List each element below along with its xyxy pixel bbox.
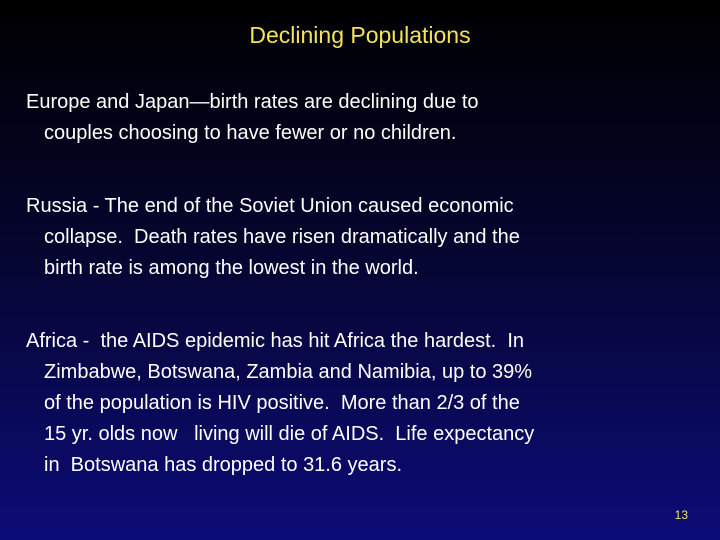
paragraph: Europe and Japan—birth rates are declini…	[26, 87, 706, 149]
text-line: Russia - The end of the Soviet Union cau…	[26, 195, 514, 217]
paragraph: Africa - the AIDS epidemic has hit Afric…	[26, 326, 706, 481]
text-line: in Botswana has dropped to 31.6 years.	[44, 454, 403, 476]
text-line: Zimbabwe, Botswana, Zambia and Namibia, …	[44, 361, 533, 383]
text-line: collapse. Death rates have risen dramati…	[44, 226, 520, 248]
text-line: couples choosing to have fewer or no chi…	[44, 122, 457, 144]
text-line: Africa - the AIDS epidemic has hit Afric…	[26, 330, 525, 352]
text-line: birth rate is among the lowest in the wo…	[44, 257, 419, 279]
paragraph: Russia - The end of the Soviet Union cau…	[26, 191, 706, 284]
text-line: 15 yr. olds now living will die of AIDS.…	[44, 423, 535, 445]
text-line: Europe and Japan—birth rates are declini…	[26, 91, 479, 113]
slide-title: Declining Populations	[249, 22, 471, 48]
slide-number: 13	[674, 508, 688, 522]
text-line: of the population is HIV positive. More …	[44, 392, 520, 414]
